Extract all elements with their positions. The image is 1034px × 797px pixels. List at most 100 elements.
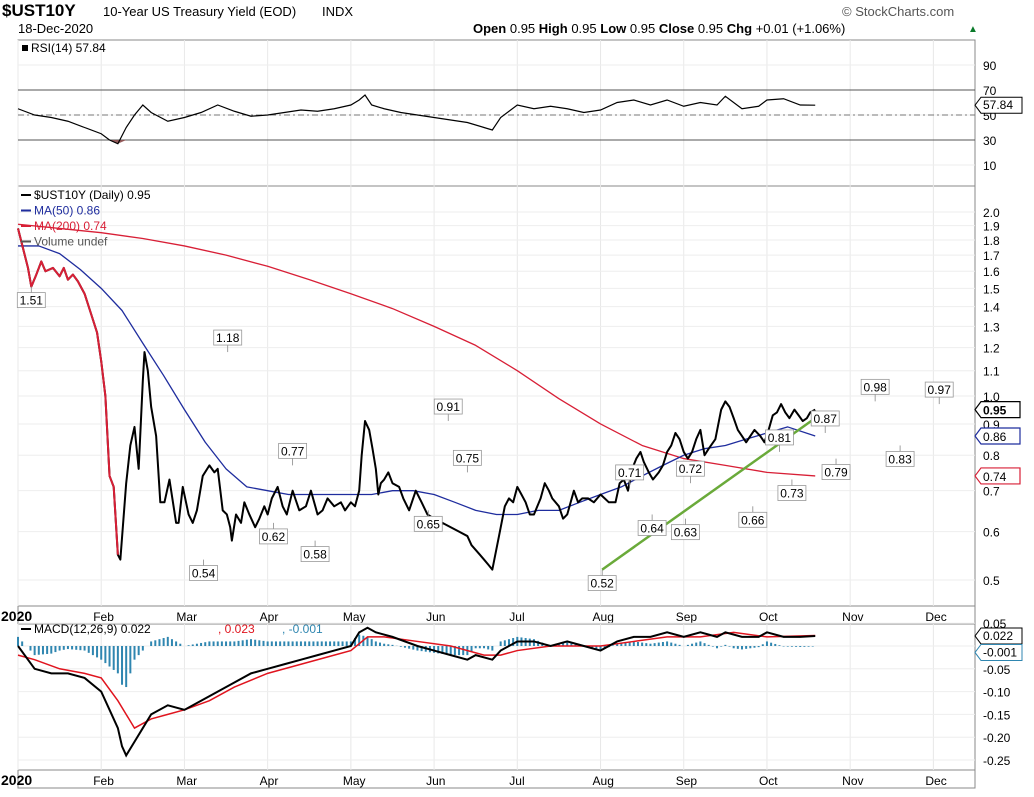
macd-legend-main: MACD(12,26,9) 0.022	[34, 622, 151, 636]
price-annotation: 0.52	[587, 569, 617, 591]
rsi-panel-frame	[17, 39, 976, 187]
price-tick-label: 1.7	[983, 249, 1000, 263]
month-label-bottom: Feb	[93, 774, 114, 788]
month-label: Nov	[842, 610, 863, 624]
rsi-line	[17, 94, 816, 145]
low-label: Low	[600, 21, 627, 36]
chg-value: +0.01 (+1.06%)	[755, 21, 846, 36]
macd-tick-label: -0.10	[983, 686, 1011, 700]
price-annotation: 0.87	[810, 410, 840, 433]
month-label: Aug	[593, 610, 614, 624]
annotation-box	[189, 565, 218, 581]
annotation-label: 0.77	[281, 444, 305, 458]
price-line	[17, 228, 816, 571]
rsi-legend: RSI(14) 57.84	[22, 41, 106, 55]
month-label-bottom: Dec	[925, 774, 946, 788]
month-label: 2020	[1, 608, 32, 624]
annotation-label: 0.71	[618, 466, 642, 480]
price-tick-label: 1.1	[983, 365, 1000, 379]
price-value-tag	[974, 401, 1021, 419]
annotation-label: 0.73	[780, 487, 804, 501]
annotation-label: 0.65	[417, 517, 441, 531]
month-axis-strip	[17, 605, 976, 625]
ma200-value-tag-text: 0.74	[983, 470, 1007, 484]
rsi-tick-label: 30	[983, 134, 997, 148]
close-label: Close	[658, 21, 695, 36]
price-annotation: 0.77	[278, 442, 308, 466]
price-legend-item: MA(50) 0.86	[21, 204, 100, 218]
price-annotation: 0.98	[860, 378, 890, 402]
annotation-label: 0.87	[814, 412, 838, 426]
annotation-box	[300, 546, 330, 563]
annotation-label: 0.54	[192, 567, 216, 581]
annotation-box	[924, 381, 954, 398]
month-label: Dec	[925, 610, 946, 624]
exchange-label: INDX	[322, 4, 354, 19]
price-annotation: 1.51	[16, 286, 46, 309]
annotation-label: 0.58	[303, 548, 327, 562]
month-label: Jul	[509, 610, 524, 624]
rsi-tick-label: 10	[983, 159, 997, 173]
price-annotation: 0.62	[259, 522, 288, 545]
price-annotation: 0.64	[637, 514, 667, 536]
price-annotation: 0.65	[413, 510, 443, 532]
annotation-label: 1.18	[216, 331, 240, 345]
annotation-label: 0.97	[928, 383, 952, 397]
price-tick-label: 1.5	[983, 282, 1000, 296]
price-annotation: 0.73	[777, 479, 807, 501]
rsi-tick-label: 90	[983, 59, 997, 73]
legend-text: MA(200) 0.74	[34, 219, 107, 233]
high-label: High	[538, 21, 568, 36]
annotation-box	[765, 429, 794, 446]
price-legend-item: Volume undef	[21, 235, 108, 249]
price-annotation: 1.18	[213, 329, 243, 353]
month-label: Feb	[93, 610, 114, 624]
price-annotation: 0.71	[615, 464, 645, 487]
price-tick-label: 1.9	[983, 220, 1000, 234]
month-label-bottom: May	[343, 774, 366, 788]
ma200-value-tag	[974, 467, 1021, 485]
annotation-box	[452, 449, 482, 466]
copyright-icon: ©	[842, 4, 856, 19]
annotation-label: 0.79	[824, 466, 848, 480]
macd-legend-hist: , -0.001	[282, 622, 323, 636]
annotation-box	[810, 410, 840, 427]
annotation-label: 0.64	[640, 521, 664, 535]
month-axis-strip-bottom	[17, 769, 976, 789]
price-annotation: 0.79	[821, 458, 851, 480]
price-tick-label: 1.3	[983, 320, 1000, 334]
annotation-box	[637, 520, 667, 536]
annotation-label: 0.81	[768, 431, 792, 445]
price-annotation: 0.91	[433, 398, 463, 422]
ma50-value-tag-text: 0.86	[983, 430, 1007, 444]
price-annotation: 0.72	[675, 460, 705, 484]
open-label: Open	[473, 21, 507, 36]
macd-tick-label: -0.05	[983, 663, 1011, 677]
close-value: 0.95	[697, 21, 724, 36]
annotation-label: 0.91	[437, 400, 461, 414]
month-label-bottom: Sep	[676, 774, 698, 788]
month-label: Apr	[260, 610, 279, 624]
price-tick-label: 1.0	[983, 390, 1000, 404]
rsi-legend-swatch	[22, 45, 28, 51]
price-tick-label: 0.7	[983, 485, 1000, 499]
chart-date: 18-Dec-2020	[18, 21, 94, 36]
price-annotation: 0.75	[452, 449, 482, 473]
brand-logo[interactable]: © StockCharts.com	[842, 4, 954, 19]
price-tick-label: 1.6	[983, 265, 1000, 279]
legend-text: $UST10Y (Daily) 0.95	[34, 188, 151, 202]
rsi-value-tag	[974, 96, 1023, 114]
month-label: Jun	[426, 610, 445, 624]
price-tick-label: 1.4	[983, 301, 1000, 315]
annotation-box	[213, 329, 243, 346]
price-tick-label: 1.8	[983, 234, 1000, 248]
annotation-label: 0.72	[679, 462, 703, 476]
macd-legend: MACD(12,26,9) 0.022 , 0.023 , -0.001	[21, 622, 323, 636]
chg-label: Chg	[726, 21, 753, 36]
annotation-box	[615, 464, 645, 481]
price-legend-item: MA(200) 0.74	[21, 219, 107, 233]
high-value: 0.95	[571, 21, 597, 36]
annotation-label: 0.75	[456, 451, 480, 465]
legend-text: MA(50) 0.86	[34, 204, 100, 218]
